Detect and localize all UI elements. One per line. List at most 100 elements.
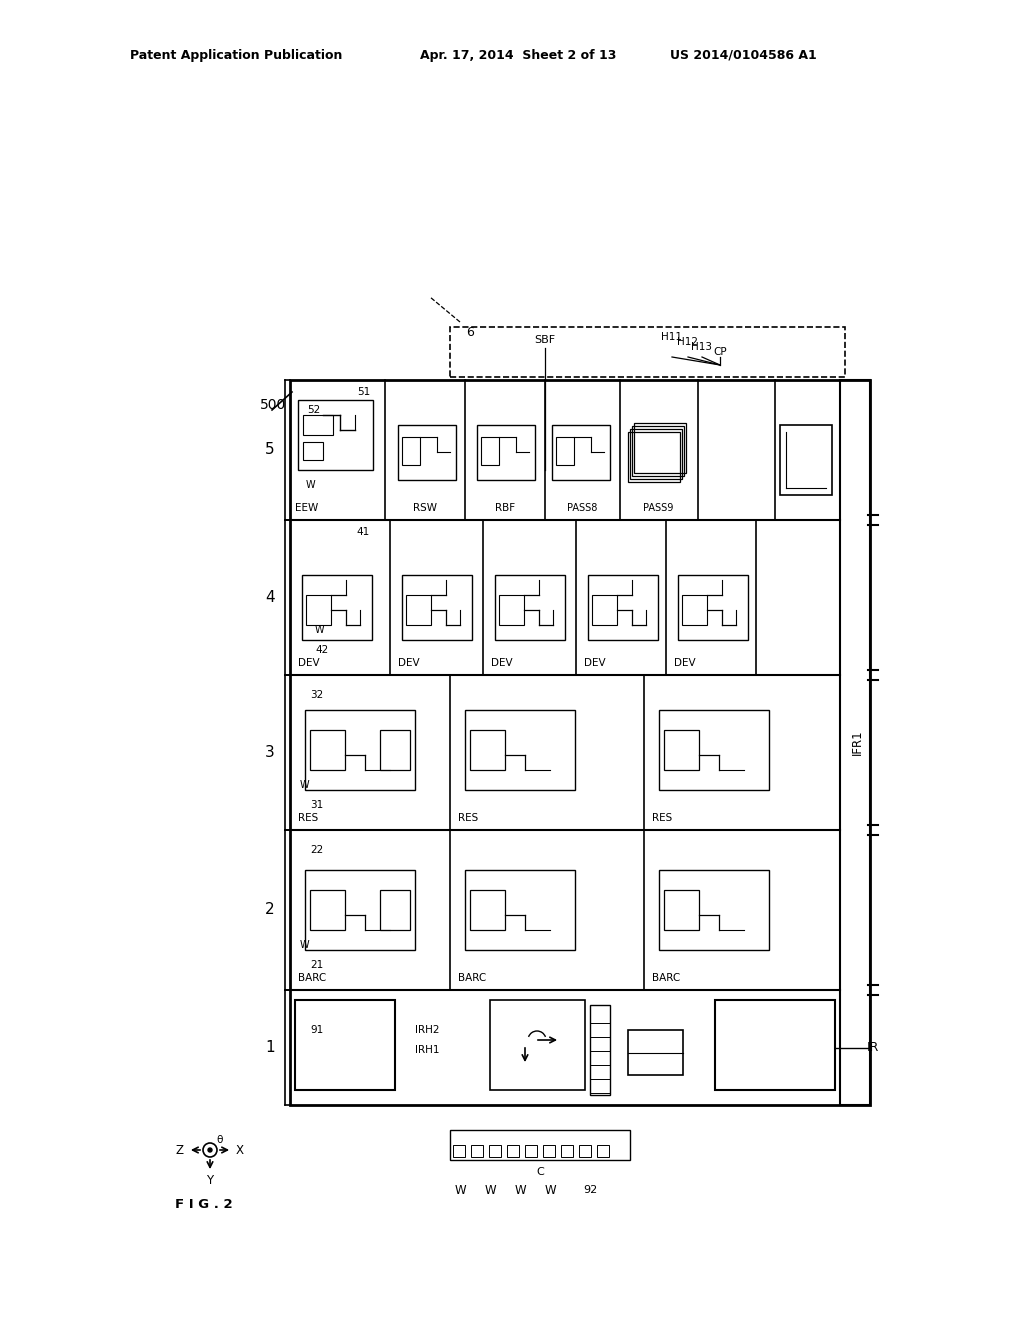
Text: DEV: DEV: [298, 657, 319, 668]
Bar: [495, 576, 565, 640]
Text: W: W: [514, 1184, 525, 1196]
Bar: [597, 1144, 609, 1158]
Text: W: W: [455, 1184, 466, 1196]
Text: DEV: DEV: [490, 657, 513, 668]
Text: C: C: [537, 1167, 544, 1177]
Text: 22: 22: [310, 845, 324, 855]
Bar: [664, 730, 699, 770]
Bar: [398, 425, 456, 480]
Bar: [489, 1144, 501, 1158]
Text: F I G . 2: F I G . 2: [175, 1199, 232, 1212]
Bar: [298, 400, 373, 470]
Bar: [552, 425, 610, 480]
Text: BARC: BARC: [652, 973, 680, 983]
Bar: [380, 730, 410, 770]
Text: X: X: [236, 1143, 244, 1156]
Text: 6: 6: [466, 326, 474, 338]
Bar: [678, 576, 748, 640]
Text: 91: 91: [310, 1026, 324, 1035]
Bar: [664, 890, 699, 931]
Text: RES: RES: [458, 813, 478, 822]
Text: PASS9: PASS9: [643, 503, 673, 513]
Text: RBF: RBF: [495, 503, 515, 513]
Text: US 2014/0104586 A1: US 2014/0104586 A1: [670, 49, 817, 62]
Bar: [470, 730, 505, 770]
Text: 5: 5: [265, 442, 274, 458]
Bar: [302, 576, 372, 640]
Bar: [310, 890, 345, 931]
Text: W: W: [315, 624, 325, 635]
Text: 2: 2: [265, 903, 274, 917]
Text: W: W: [300, 780, 309, 789]
Bar: [305, 870, 415, 950]
Bar: [290, 380, 870, 1105]
Text: CP: CP: [713, 347, 727, 356]
Text: IFR1: IFR1: [851, 730, 863, 755]
Text: BARC: BARC: [298, 973, 327, 983]
Text: W: W: [300, 940, 309, 950]
Text: W: W: [544, 1184, 556, 1196]
Bar: [525, 1144, 537, 1158]
Bar: [470, 890, 505, 931]
Text: DEV: DEV: [398, 657, 420, 668]
Text: BARC: BARC: [458, 973, 486, 983]
Text: W: W: [305, 480, 314, 490]
Circle shape: [208, 1148, 212, 1152]
Text: 4: 4: [265, 590, 274, 605]
Bar: [543, 1144, 555, 1158]
Text: 51: 51: [356, 387, 370, 397]
Bar: [682, 595, 707, 624]
Text: H12: H12: [678, 337, 698, 347]
Bar: [450, 1130, 630, 1160]
Bar: [406, 595, 431, 624]
Bar: [471, 1144, 483, 1158]
Text: 41: 41: [356, 527, 370, 537]
Text: 31: 31: [310, 800, 324, 810]
Bar: [590, 1005, 610, 1096]
Text: 42: 42: [315, 645, 329, 655]
Bar: [380, 890, 410, 931]
Bar: [303, 414, 333, 436]
Text: RES: RES: [298, 813, 318, 822]
Bar: [402, 576, 472, 640]
Bar: [305, 710, 415, 789]
Text: DEV: DEV: [584, 657, 605, 668]
Text: RES: RES: [652, 813, 672, 822]
Text: 92: 92: [583, 1185, 597, 1195]
Bar: [465, 710, 575, 789]
Bar: [453, 1144, 465, 1158]
Bar: [628, 432, 680, 482]
Text: Z: Z: [176, 1143, 184, 1156]
Text: DEV: DEV: [674, 657, 695, 668]
Bar: [490, 1001, 585, 1090]
Bar: [780, 425, 831, 495]
Bar: [630, 429, 682, 479]
Bar: [632, 426, 684, 477]
Text: 32: 32: [310, 690, 324, 700]
Text: H11: H11: [662, 333, 683, 342]
Bar: [659, 710, 769, 789]
Text: 52: 52: [307, 405, 319, 414]
Bar: [477, 425, 535, 480]
Text: Apr. 17, 2014  Sheet 2 of 13: Apr. 17, 2014 Sheet 2 of 13: [420, 49, 616, 62]
Bar: [840, 380, 870, 1105]
Text: 500: 500: [260, 399, 287, 412]
Text: 1: 1: [265, 1040, 274, 1055]
Text: PASS8: PASS8: [567, 503, 597, 513]
Bar: [481, 437, 499, 465]
Bar: [402, 437, 420, 465]
Bar: [634, 422, 686, 473]
Text: Y: Y: [207, 1173, 214, 1187]
Text: W: W: [484, 1184, 496, 1196]
Bar: [556, 437, 574, 465]
Text: EEW: EEW: [295, 503, 318, 513]
Text: SBF: SBF: [535, 335, 556, 345]
Bar: [579, 1144, 591, 1158]
Bar: [715, 1001, 835, 1090]
Bar: [306, 595, 331, 624]
Text: H13: H13: [691, 342, 713, 352]
Bar: [450, 327, 845, 378]
Bar: [295, 1001, 395, 1090]
Text: Patent Application Publication: Patent Application Publication: [130, 49, 342, 62]
Text: IRH1: IRH1: [415, 1045, 439, 1055]
